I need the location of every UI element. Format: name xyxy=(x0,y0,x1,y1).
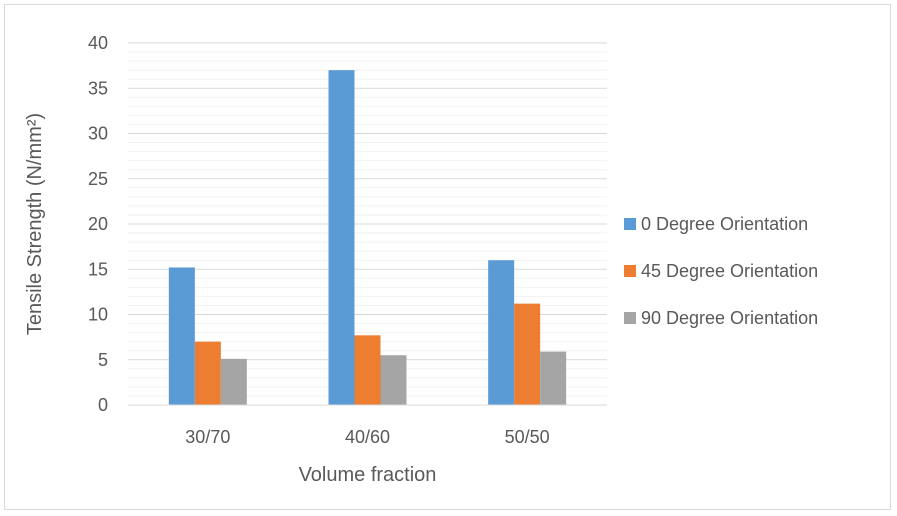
y-tick-label: 35 xyxy=(88,78,108,98)
bar-30-70-series-2 xyxy=(220,358,247,405)
bar-40-60-series-1 xyxy=(354,335,381,405)
y-axis-title: Tensile Strength (N/mm²) xyxy=(24,113,46,335)
legend-swatch xyxy=(624,265,636,277)
x-tick-label: 40/60 xyxy=(345,427,390,447)
y-tick-label: 20 xyxy=(88,214,108,234)
bar-30-70-series-1 xyxy=(194,341,221,405)
bars xyxy=(168,70,567,406)
y-tick-label: 0 xyxy=(98,395,108,415)
bar-50-50-series-2 xyxy=(540,351,567,405)
x-axis-tick-labels: 30/70 40/60 50/50 xyxy=(185,427,549,447)
legend: 0 Degree Orientation 45 Degree Orientatio… xyxy=(624,214,818,328)
bar-50-50-series-1 xyxy=(514,303,541,405)
x-tick-label: 30/70 xyxy=(185,427,230,447)
x-tick-label: 50/50 xyxy=(505,427,550,447)
legend-label: 0 Degree Orientation xyxy=(641,214,808,234)
legend-swatch xyxy=(624,312,636,324)
y-tick-label: 10 xyxy=(88,305,108,325)
y-axis-tick-labels: 0 5 10 15 20 25 30 35 40 xyxy=(88,33,108,415)
legend-swatch xyxy=(624,218,636,230)
y-tick-label: 40 xyxy=(88,33,108,53)
bar-40-60-series-0 xyxy=(328,70,355,406)
x-axis-title: Volume fraction xyxy=(299,464,437,486)
y-tick-label: 25 xyxy=(88,169,108,189)
bar-40-60-series-2 xyxy=(380,355,407,405)
y-tick-label: 30 xyxy=(88,124,108,144)
bar-30-70-series-0 xyxy=(168,267,195,405)
legend-label: 90 Degree Orientation xyxy=(641,308,818,328)
bar-50-50-series-0 xyxy=(488,260,515,405)
y-tick-label: 5 xyxy=(98,350,108,370)
legend-label: 45 Degree Orientation xyxy=(641,261,818,281)
y-tick-label: 15 xyxy=(88,259,108,279)
